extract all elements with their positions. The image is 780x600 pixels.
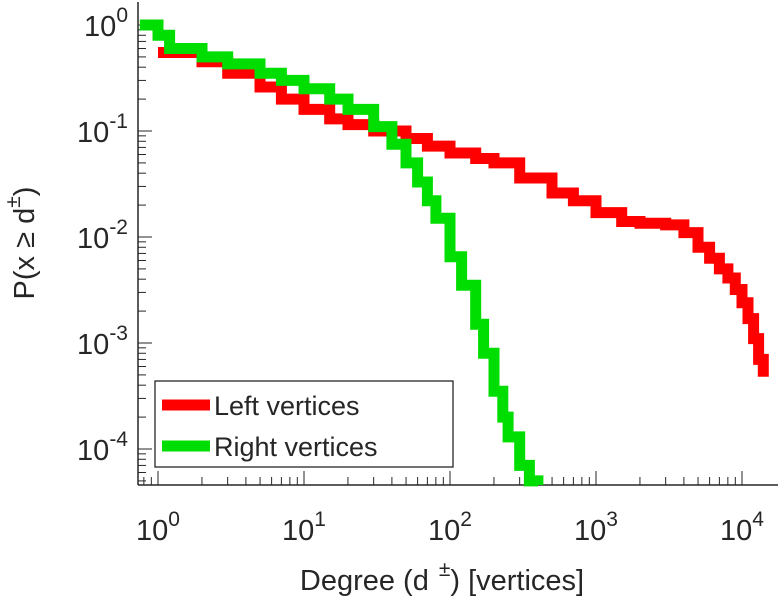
series-layer (139, 19, 769, 487)
y-tick-label: 10-2 (77, 216, 128, 255)
y-tick-labels: 100 10-1 10-2 10-3 10-4 (77, 4, 128, 467)
legend-label-left-vertices: Left vertices (214, 391, 360, 421)
x-tick-label: 101 (282, 508, 326, 547)
x-tick-label: 104 (720, 508, 764, 547)
x-axis-label-tail: ) [vertices] (450, 565, 584, 597)
legend-label-right-vertices: Right vertices (214, 432, 378, 462)
x-axis-label: Degree (d ±) [vertices] (300, 558, 584, 597)
x-tick-label: 100 (136, 508, 180, 547)
x-axis-label-sup: ± (439, 558, 451, 581)
x-tick-labels: 100 101 102 103 104 (136, 508, 764, 547)
y-tick-label: 10-3 (77, 322, 128, 361)
y-axis-label-tail: ) (9, 187, 41, 197)
plot-area: 100 101 102 103 104 100 10-1 10-2 10-3 10-4 (77, 2, 778, 547)
y-axis-label-main: P(x ≥ d (9, 208, 41, 300)
y-axis-label: P(x ≥ d±) (2, 187, 41, 300)
y-tick-label: 10-1 (77, 110, 128, 149)
y-axis-label-sup: ± (2, 196, 25, 208)
x-tick-label: 102 (428, 508, 472, 547)
y-tick-label: 100 (84, 4, 128, 43)
x-axis-label-main: Degree (d (300, 565, 429, 597)
minor-ticks (138, 24, 743, 485)
x-tick-label: 103 (574, 508, 618, 547)
legend-box (154, 380, 454, 468)
series-line-right-vertices (139, 19, 544, 487)
y-tick-label: 10-4 (77, 428, 128, 467)
series-line-left-vertices (158, 47, 769, 377)
legend: Left vertices Right vertices (154, 380, 454, 468)
